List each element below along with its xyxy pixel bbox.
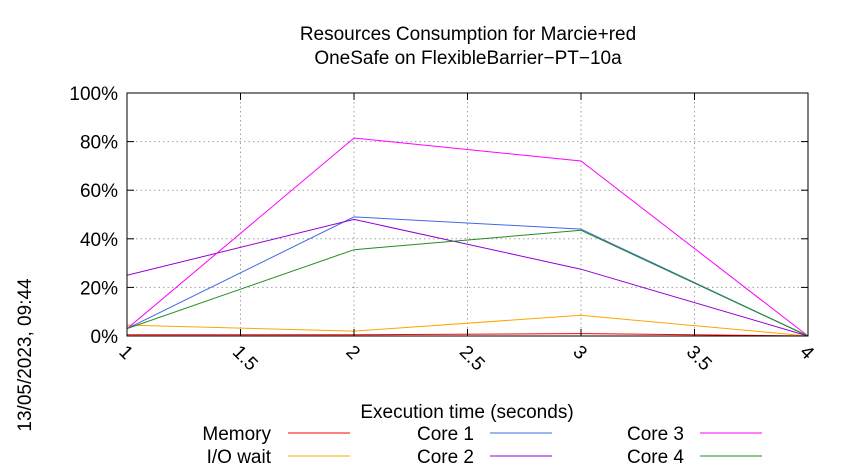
legend-label-core-2: Core 2 (417, 447, 474, 468)
series-line-core-3 (126, 137, 809, 337)
legend-label-core-1: Core 1 (417, 424, 474, 445)
timestamp-label: 13/05/2023, 09:44 (15, 278, 36, 432)
series-line-i-o-wait (126, 314, 809, 337)
x-tick-label: 3.5 (682, 342, 716, 376)
x-tick-label: 2.5 (455, 342, 489, 376)
series-line-core-4 (126, 229, 809, 337)
axis-ticks: 0%20%40%60%80%100%1 1.5 2 2.5 3 3.5 4 (69, 84, 818, 375)
y-tick-label: 40% (80, 230, 118, 251)
grid-lines (127, 93, 808, 336)
y-tick-label: 0% (91, 327, 119, 348)
y-tick-label: 20% (80, 278, 118, 299)
series-line-core-1 (126, 216, 809, 337)
y-tick-label: 100% (69, 84, 118, 105)
y-tick-label: 80% (80, 133, 118, 154)
x-tick-label: 1.5 (228, 342, 262, 376)
x-tick-label: 4 (795, 342, 818, 365)
legend-label-core-4: Core 4 (627, 447, 684, 468)
legend-label-core-3: Core 3 (627, 424, 684, 445)
legend-label-i-o-wait: I/O wait (207, 447, 272, 468)
chart-title-line-1: Resources Consumption for Marcie+red (300, 24, 636, 45)
chart-title-line-2: OneSafe on FlexibleBarrier−PT−10a (314, 48, 622, 69)
x-axis-label: Execution time (seconds) (360, 402, 573, 423)
legend-label-memory: Memory (202, 424, 271, 445)
x-tick-label: 2 (341, 342, 363, 364)
x-tick-label: 3 (568, 342, 590, 364)
y-tick-label: 60% (80, 181, 118, 202)
series-line-core-2 (126, 218, 809, 337)
